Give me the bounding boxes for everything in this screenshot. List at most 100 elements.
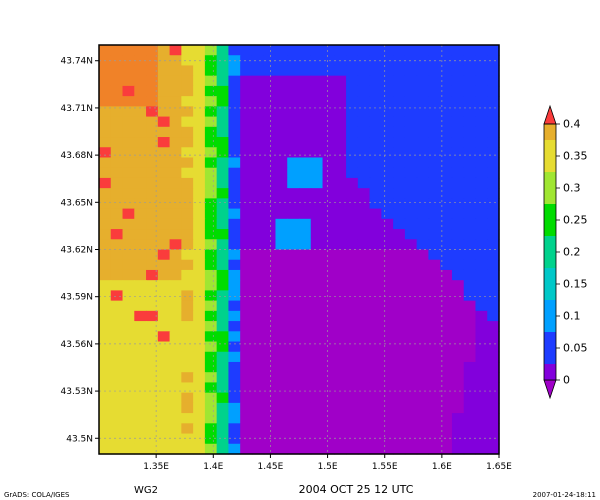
heatmap-cell	[299, 85, 312, 97]
heatmap-cell	[251, 269, 265, 281]
heatmap-cell	[228, 413, 241, 424]
heatmap-cell	[451, 351, 465, 363]
heatmap-cell	[134, 96, 147, 107]
heatmap-cell	[463, 116, 477, 128]
heatmap-cell	[275, 310, 288, 322]
heatmap-cell	[381, 402, 394, 414]
heatmap-cell	[404, 96, 418, 107]
heatmap-cell	[416, 259, 430, 271]
heatmap-cell	[134, 443, 147, 455]
heatmap-cell	[440, 218, 453, 230]
heatmap-cell	[310, 45, 324, 56]
heatmap-cell	[416, 96, 430, 107]
heatmap-cell	[193, 208, 206, 220]
heatmap-cell	[216, 198, 230, 210]
heatmap-cell	[393, 65, 406, 77]
heatmap-cell	[440, 167, 453, 179]
heatmap-cell	[193, 321, 206, 332]
heatmap-cell	[463, 239, 477, 251]
heatmap-cell	[346, 147, 359, 159]
heatmap-cell	[169, 331, 182, 343]
heatmap-cell	[416, 55, 430, 67]
heatmap-cell	[322, 106, 335, 118]
heatmap-cell	[369, 382, 382, 394]
heatmap-cell	[463, 443, 477, 455]
heatmap-cell	[134, 382, 147, 394]
heatmap-cell	[334, 126, 347, 138]
heatmap-cell	[122, 85, 135, 97]
heatmap-cell	[416, 188, 430, 199]
heatmap-cell	[99, 218, 112, 230]
heatmap-cell	[169, 300, 182, 312]
heatmap-cell	[334, 361, 347, 373]
heatmap-cell	[381, 106, 394, 118]
colorbar-segment	[544, 300, 556, 316]
heatmap-cell	[193, 372, 206, 384]
heatmap-cell	[451, 433, 465, 445]
heatmap-cell	[381, 116, 394, 128]
y-tick-label: 43.65N	[61, 198, 94, 208]
heatmap-cell	[381, 96, 394, 107]
heatmap-cell	[393, 331, 406, 343]
heatmap-cell	[240, 229, 253, 240]
heatmap-cell	[99, 321, 112, 332]
heatmap-cell	[134, 65, 147, 77]
heatmap-cell	[157, 229, 171, 240]
heatmap-cell	[404, 137, 418, 148]
heatmap-cell	[146, 413, 159, 424]
heatmap-cell	[299, 75, 312, 87]
heatmap-cell	[416, 249, 430, 261]
heatmap-cell	[299, 361, 312, 373]
heatmap-cell	[193, 351, 206, 363]
heatmap-cell	[110, 116, 124, 128]
heatmap-cell	[263, 177, 277, 189]
heatmap-cell	[299, 269, 312, 281]
colorbar-segment	[544, 188, 556, 204]
heatmap-cell	[334, 310, 347, 322]
colorbar-label: 0.3	[563, 182, 581, 195]
heatmap-cell	[346, 137, 359, 148]
heatmap-cell	[287, 361, 300, 373]
heatmap-cell	[216, 372, 230, 384]
heatmap-cell	[110, 55, 124, 67]
heatmap-cell	[346, 55, 359, 67]
heatmap-cell	[393, 218, 406, 230]
heatmap-cell	[334, 229, 347, 240]
heatmap-cell	[416, 382, 430, 394]
heatmap-cell	[134, 413, 147, 424]
heatmap-cell	[393, 177, 406, 189]
heatmap-cell	[322, 239, 335, 251]
heatmap-cell	[204, 218, 218, 230]
heatmap-cell	[346, 229, 359, 240]
heatmap-cell	[428, 116, 441, 128]
heatmap-cell	[251, 157, 265, 169]
heatmap-cell	[334, 147, 347, 159]
heatmap-cell	[216, 137, 230, 148]
heatmap-cell	[146, 392, 159, 404]
heatmap-cell	[475, 341, 488, 353]
heatmap-cell	[416, 310, 430, 322]
heatmap-cell	[169, 188, 182, 199]
heatmap-cell	[404, 310, 418, 322]
heatmap-cell	[146, 96, 159, 107]
heatmap-cell	[275, 443, 288, 455]
colorbar-label: 0.05	[563, 342, 588, 355]
heatmap-cell	[204, 361, 218, 373]
heatmap-cell	[263, 249, 277, 261]
heatmap-cell	[240, 85, 253, 97]
heatmap-cell	[110, 45, 124, 56]
heatmap-cell	[275, 85, 288, 97]
heatmap-cell	[310, 147, 324, 159]
heatmap-cell	[240, 137, 253, 148]
heatmap-cell	[357, 75, 371, 87]
heatmap-cell	[99, 269, 112, 281]
heatmap-cell	[393, 372, 406, 384]
heatmap-cell	[451, 157, 465, 169]
heatmap-cell	[157, 45, 171, 56]
heatmap-cell	[181, 423, 194, 435]
heatmap-cell	[193, 239, 206, 251]
heatmap-cell	[369, 85, 382, 97]
heatmap-cell	[169, 198, 182, 210]
heatmap-cell	[299, 157, 312, 169]
heatmap-cell	[334, 75, 347, 87]
